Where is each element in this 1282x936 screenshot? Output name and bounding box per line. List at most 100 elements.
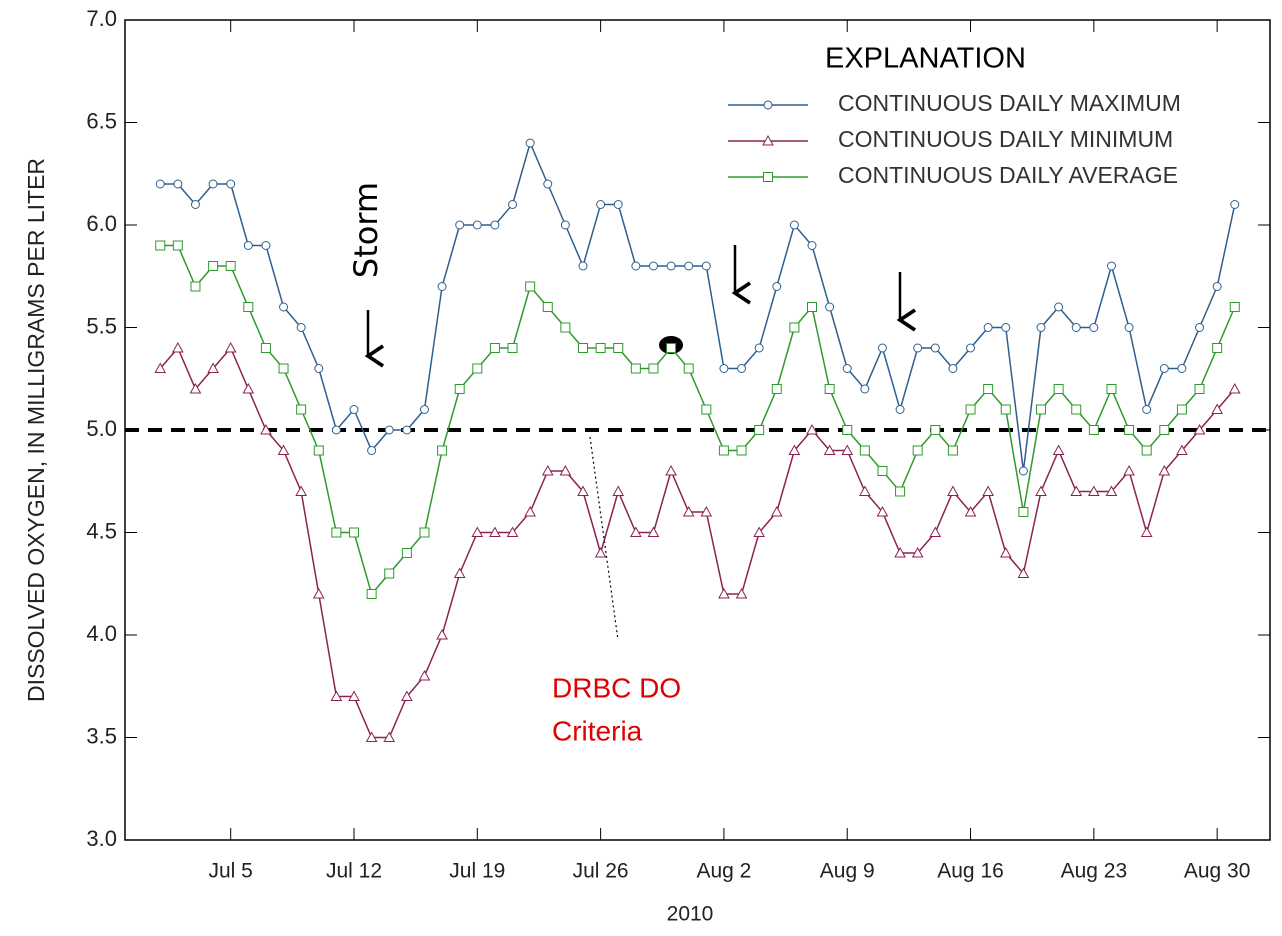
x-tick-label: Jul 26: [573, 860, 629, 883]
marker: [807, 241, 817, 250]
legend-title: EXPLANATION: [825, 43, 1026, 75]
marker: [1194, 384, 1205, 394]
marker: [1124, 425, 1135, 435]
marker: [383, 731, 396, 742]
marker: [594, 546, 607, 558]
marker: [895, 486, 906, 497]
marker: [929, 526, 942, 537]
marker: [735, 587, 748, 599]
x-tick-label: Aug 9: [820, 860, 875, 883]
marker: [489, 526, 501, 537]
marker: [612, 485, 625, 496]
y-tick-label: 5.5: [86, 313, 117, 338]
marker: [225, 261, 236, 271]
marker: [313, 445, 324, 456]
marker: [260, 343, 271, 353]
marker: [365, 731, 378, 742]
marker: [596, 200, 606, 209]
marker: [948, 364, 958, 373]
marker: [911, 546, 924, 558]
y-tick-label: 5.0: [86, 416, 117, 441]
marker: [525, 281, 536, 292]
storm-label: Storm: [347, 182, 385, 278]
marker: [1193, 423, 1206, 435]
marker: [401, 548, 412, 558]
marker: [1052, 444, 1065, 455]
marker: [260, 423, 272, 435]
marker: [349, 527, 359, 538]
marker: [789, 322, 800, 333]
marker: [912, 445, 923, 456]
y-tick-label: 6.0: [86, 211, 117, 236]
marker: [894, 546, 906, 558]
marker: [1141, 445, 1152, 456]
marker: [1001, 323, 1011, 332]
legend-label: CONTINUOUS DAILY MAXIMUM: [838, 90, 1181, 116]
marker: [489, 343, 500, 353]
marker: [684, 261, 694, 271]
marker: [630, 363, 641, 374]
marker: [930, 425, 941, 435]
marker: [506, 526, 519, 537]
marker: [1176, 404, 1187, 415]
y-tick-label: 7.0: [86, 6, 117, 31]
marker: [613, 343, 624, 353]
marker: [384, 425, 394, 435]
marker: [490, 220, 500, 230]
marker: [331, 527, 342, 538]
x-axis-label: 2010: [667, 903, 714, 926]
series-line: [160, 244, 1236, 596]
marker: [824, 384, 835, 394]
marker: [1229, 302, 1240, 312]
marker: [1140, 526, 1153, 537]
y-tick-label: 3.5: [86, 723, 117, 748]
marker: [631, 261, 641, 271]
marker: [190, 281, 201, 292]
marker: [771, 384, 782, 394]
marker: [841, 444, 854, 455]
marker: [1176, 444, 1188, 455]
marker: [718, 445, 729, 456]
criteria-label: Criteria: [552, 715, 643, 746]
x-tick-label: Jul 12: [326, 860, 382, 883]
marker: [560, 322, 571, 333]
legend-label: CONTINUOUS DAILY AVERAGE: [838, 162, 1178, 188]
y-axis-label: DISSOLVED OXYGEN, IN MILLIGRAMS PER LITE…: [23, 158, 49, 702]
marker: [754, 343, 764, 353]
marker: [1106, 384, 1117, 394]
marker: [666, 343, 677, 353]
marker: [366, 589, 377, 599]
marker: [1228, 382, 1241, 394]
marker: [763, 172, 773, 182]
marker: [1212, 343, 1223, 353]
marker: [1230, 200, 1240, 209]
marker: [1053, 384, 1064, 394]
marker: [683, 363, 694, 374]
marker: [877, 343, 887, 353]
marker: [349, 405, 359, 414]
marker: [454, 384, 465, 394]
marker: [666, 261, 676, 271]
marker: [1158, 464, 1171, 476]
marker: [261, 241, 271, 250]
legend-label: CONTINUOUS DAILY MINIMUM: [838, 126, 1173, 152]
marker: [842, 364, 852, 373]
marker: [208, 261, 219, 271]
series-line: [160, 140, 1236, 472]
marker: [419, 405, 429, 414]
marker: [171, 341, 184, 353]
marker: [296, 404, 307, 415]
marker: [770, 505, 783, 517]
marker: [278, 363, 289, 374]
marker: [242, 382, 255, 394]
marker: [1195, 323, 1205, 332]
marker: [419, 527, 430, 538]
marker: [595, 343, 606, 353]
marker: [859, 445, 870, 456]
marker: [472, 363, 483, 374]
x-tick-label: Aug 30: [1184, 860, 1251, 883]
marker: [1070, 485, 1083, 496]
marker: [1018, 507, 1029, 517]
marker: [472, 220, 482, 230]
